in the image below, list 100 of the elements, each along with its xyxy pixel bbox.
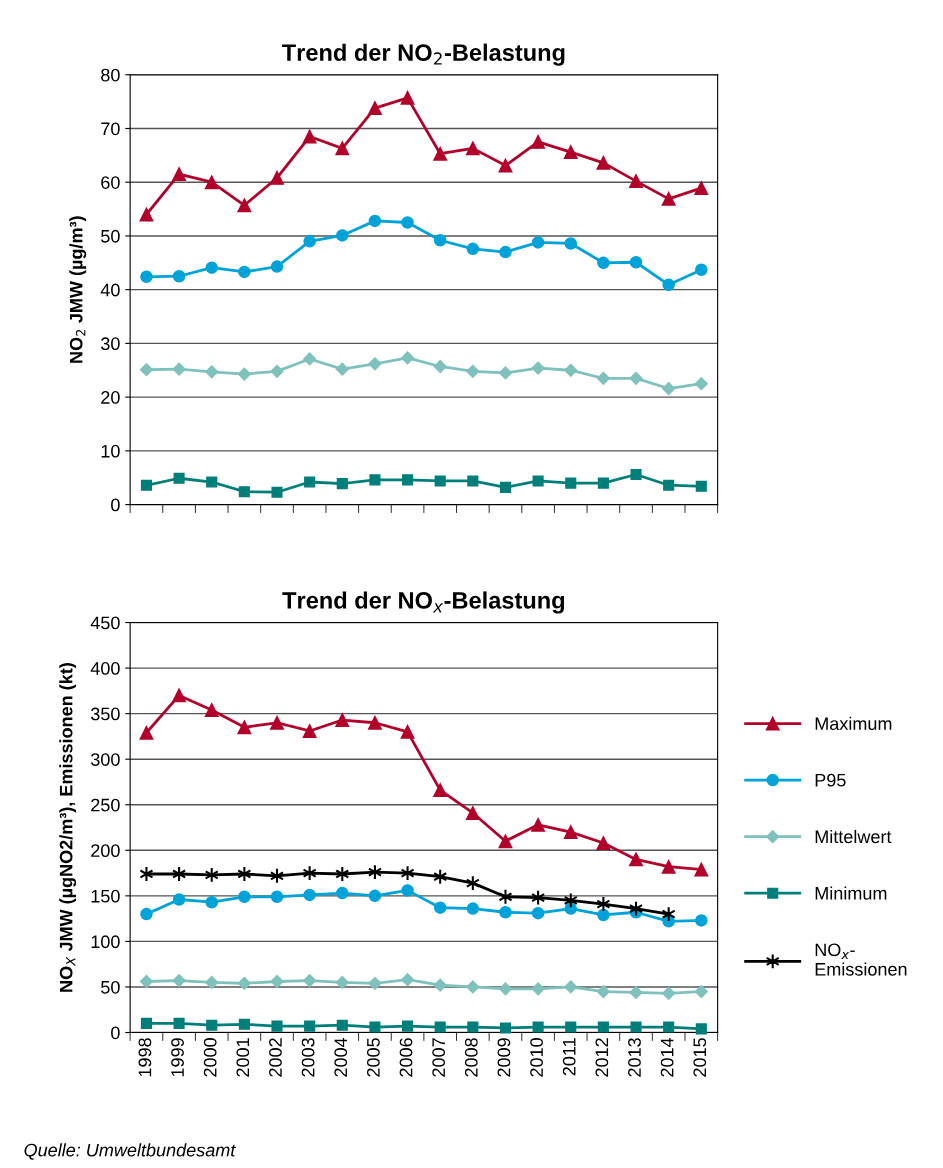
y-tick-label: 100 xyxy=(91,935,120,949)
point xyxy=(499,906,512,919)
y-tick-label: 350 xyxy=(90,707,120,721)
point xyxy=(205,975,219,989)
point xyxy=(303,235,316,248)
point xyxy=(531,817,546,832)
point xyxy=(204,175,219,190)
y-tick-label: 50 xyxy=(101,229,120,243)
x-tick-label: 2002 xyxy=(269,1038,282,1077)
point xyxy=(630,468,642,481)
y-tick-label: 80 xyxy=(101,68,120,82)
point xyxy=(596,984,610,999)
point xyxy=(204,703,219,717)
point xyxy=(629,256,643,269)
point xyxy=(433,359,447,374)
point xyxy=(565,1021,577,1033)
point xyxy=(498,158,513,173)
y-tick-label: 150 xyxy=(91,889,120,903)
point xyxy=(466,902,480,915)
legend-label: P95 xyxy=(815,773,846,787)
point xyxy=(597,477,609,489)
point xyxy=(270,974,284,989)
x-tick-label: 2009 xyxy=(497,1038,511,1077)
point xyxy=(237,367,251,381)
point xyxy=(336,886,349,900)
point xyxy=(302,129,317,144)
point xyxy=(467,475,479,487)
y-tick-label: 60 xyxy=(101,176,120,189)
point xyxy=(695,263,708,277)
point xyxy=(630,1021,642,1033)
point xyxy=(465,141,480,156)
point xyxy=(629,371,643,385)
point xyxy=(466,364,480,378)
point xyxy=(531,236,545,249)
point xyxy=(597,256,610,270)
point xyxy=(400,973,415,987)
point xyxy=(499,1022,512,1034)
y-tick-label: 30 xyxy=(101,337,120,351)
point xyxy=(368,214,382,228)
chart-title: Trend der NO$_{2}$-Belastung xyxy=(282,43,565,66)
point xyxy=(498,834,513,849)
y-tick-label: 200 xyxy=(91,844,120,858)
point xyxy=(369,1021,381,1033)
point xyxy=(205,261,218,274)
point xyxy=(237,976,251,990)
x-tick-label: 1998 xyxy=(138,1038,152,1077)
legend-label: NO$_{x}$- Emissionen xyxy=(815,943,907,976)
point xyxy=(206,1019,218,1031)
x-tick-label: 2005 xyxy=(366,1038,380,1077)
point xyxy=(467,1021,479,1033)
point xyxy=(401,884,414,897)
point xyxy=(694,377,708,391)
point xyxy=(498,982,513,996)
point xyxy=(303,352,317,366)
point xyxy=(563,145,578,160)
x-tick-label: 2013 xyxy=(628,1038,641,1077)
point xyxy=(400,90,415,105)
point xyxy=(335,141,350,156)
x-tick-label: 2003 xyxy=(301,1038,315,1077)
point xyxy=(205,895,218,909)
point xyxy=(564,902,578,915)
point xyxy=(336,1019,348,1031)
point xyxy=(304,476,316,488)
y-tick-label: 50 xyxy=(101,980,120,994)
point xyxy=(531,134,546,149)
point xyxy=(564,980,578,994)
point xyxy=(661,859,676,874)
point xyxy=(238,265,251,279)
point xyxy=(172,893,186,906)
point xyxy=(596,836,611,850)
x-tick-label: 2015 xyxy=(693,1038,707,1077)
point xyxy=(302,724,317,738)
point xyxy=(172,269,186,283)
point xyxy=(433,978,447,992)
point xyxy=(499,245,512,259)
point xyxy=(206,476,218,488)
point xyxy=(565,477,577,489)
point xyxy=(270,364,284,378)
point xyxy=(304,1020,316,1032)
legend-label: Minimum xyxy=(815,886,887,900)
point xyxy=(303,888,316,902)
point xyxy=(336,229,349,242)
y-tick-label: 400 xyxy=(90,662,120,675)
point xyxy=(531,982,545,996)
point xyxy=(335,975,349,989)
point xyxy=(465,806,480,820)
y-axis-title: NO$_{X}$ JMW (µgNO2/m³), Emissionen (kt) xyxy=(59,663,77,992)
point xyxy=(303,973,317,988)
point xyxy=(270,715,284,730)
point xyxy=(563,825,578,840)
point xyxy=(140,907,153,921)
point xyxy=(531,906,545,920)
point xyxy=(597,1021,609,1033)
legend-label: Maximum xyxy=(815,716,892,731)
point xyxy=(498,888,513,905)
point xyxy=(695,480,707,492)
point xyxy=(400,724,415,739)
point xyxy=(270,260,284,273)
point xyxy=(335,362,349,376)
point xyxy=(172,688,187,703)
